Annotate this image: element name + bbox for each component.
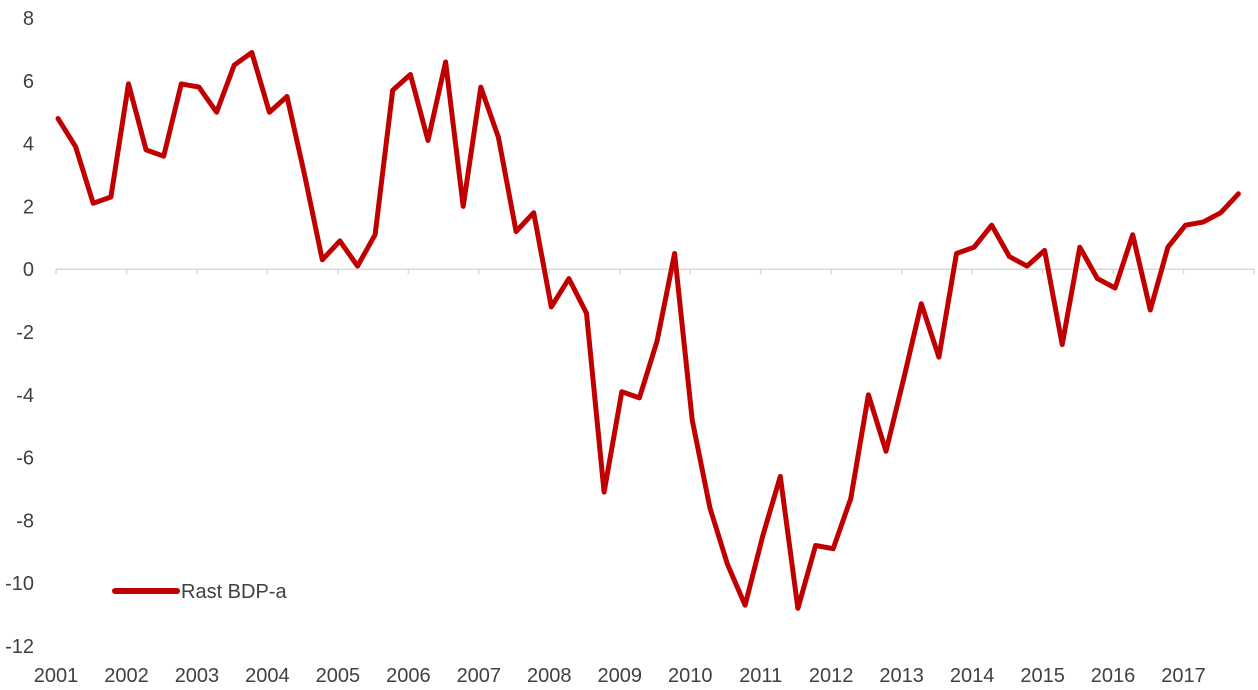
legend: Rast BDP-a (112, 581, 287, 603)
x-tick-label: 2001 (34, 665, 79, 687)
x-tick-label: 2017 (1161, 665, 1206, 687)
legend-label: Rast BDP-a (181, 581, 287, 603)
y-tick-label: -2 (16, 322, 34, 344)
y-tick-label: -12 (5, 636, 34, 658)
x-axis: 2001 2002 2003 2004 2005 2006 2007 2008 2009 2010… (34, 268, 1255, 687)
x-tick-label: 2010 (668, 665, 713, 687)
x-tick-label: 2002 (104, 665, 149, 687)
series-line (55, 50, 1241, 611)
x-tick-label: 2007 (457, 665, 502, 687)
x-tick-label: 2009 (598, 665, 643, 687)
x-tick-label: 2013 (879, 665, 924, 687)
x-tick-label: 2014 (950, 665, 995, 687)
y-tick-label: 4 (23, 134, 34, 156)
x-tick-label: 2015 (1020, 665, 1065, 687)
x-tick-label: 2008 (527, 665, 572, 687)
y-tick-label: 6 (23, 71, 34, 93)
y-tick-label: 0 (23, 259, 34, 281)
x-tick-label: 2012 (809, 665, 854, 687)
y-tick-label: 8 (23, 8, 34, 30)
y-tick-label: 2 (23, 196, 34, 218)
x-tick-label: 2004 (245, 665, 290, 687)
y-tick-label: -8 (16, 510, 34, 532)
y-tick-label: -6 (16, 448, 34, 470)
y-axis: 8 6 4 2 0 -2 -4 -6 -8 -10 -12 (5, 8, 34, 658)
x-tick-label: 2011 (739, 665, 782, 687)
series-layer (55, 50, 1241, 611)
x-tick-label: 2003 (175, 665, 220, 687)
x-tick-label: 2006 (386, 665, 431, 687)
x-tick-label: 2005 (316, 665, 361, 687)
y-tick-label: -10 (5, 573, 34, 595)
x-tick-label: 2016 (1091, 665, 1136, 687)
y-tick-label: -4 (16, 385, 34, 407)
